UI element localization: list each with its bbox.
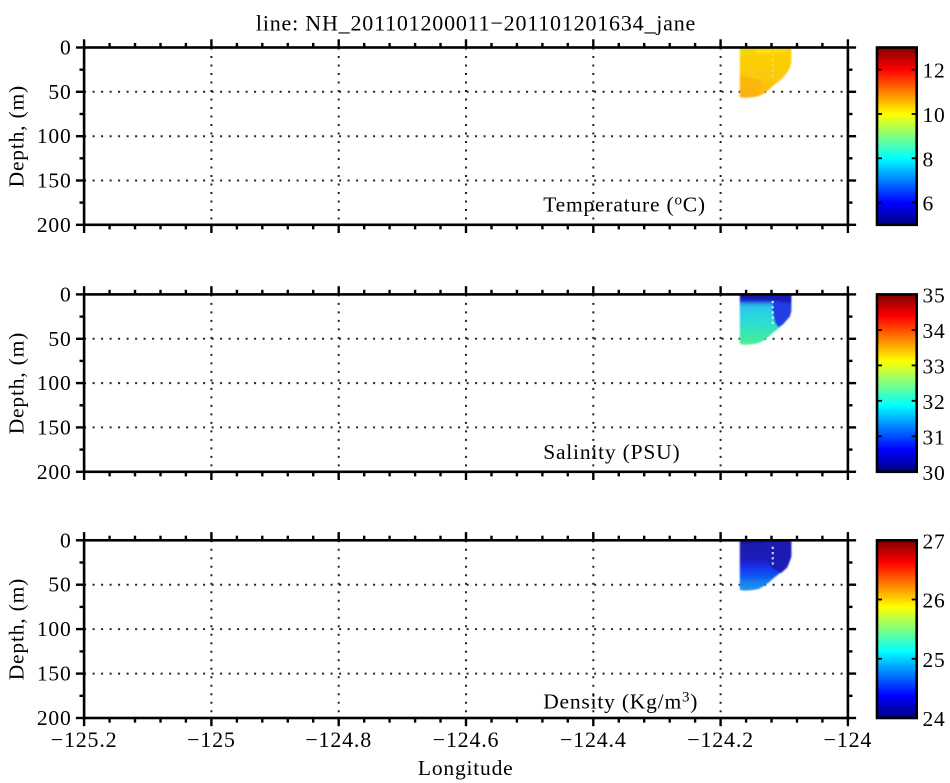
svg-text:150: 150 [37,169,72,193]
svg-text:12: 12 [923,59,946,83]
svg-text:0: 0 [60,528,72,552]
svg-text:0: 0 [60,282,72,306]
svg-text:24: 24 [923,707,946,731]
svg-text:27: 27 [923,529,946,553]
svg-text:−125.2: −125.2 [51,727,118,752]
svg-text:Temperature (oC): Temperature (oC) [543,193,706,217]
svg-text:6: 6 [923,192,935,216]
svg-text:32: 32 [923,390,946,414]
svg-text:200: 200 [37,213,72,237]
svg-text:−125: −125 [187,727,236,752]
svg-text:100: 100 [37,617,72,641]
svg-text:line: NH_201101200011−20110120: line: NH_201101200011−201101201634_jane [256,10,696,35]
svg-text:25: 25 [923,648,946,672]
svg-text:150: 150 [37,662,72,686]
svg-text:10: 10 [923,103,946,127]
svg-text:Salinity (PSU): Salinity (PSU) [543,440,680,464]
svg-text:−124: −124 [824,727,873,752]
svg-text:Longitude: Longitude [418,756,514,780]
svg-text:35: 35 [923,283,946,307]
svg-text:30: 30 [923,461,946,485]
svg-text:50: 50 [48,573,71,597]
svg-text:100: 100 [37,371,72,395]
svg-text:−124.8: −124.8 [305,727,372,752]
svg-text:Depth, (m): Depth, (m) [5,332,29,434]
svg-text:100: 100 [37,124,72,148]
svg-text:200: 200 [37,706,72,730]
svg-text:0: 0 [60,36,72,60]
svg-text:8: 8 [923,147,935,171]
svg-text:34: 34 [923,319,946,343]
svg-text:−124.4: −124.4 [560,727,627,752]
svg-text:−124.2: −124.2 [687,727,754,752]
svg-text:150: 150 [37,415,72,439]
svg-text:Depth, (m): Depth, (m) [5,85,29,187]
svg-text:50: 50 [48,327,71,351]
svg-text:Depth, (m): Depth, (m) [5,578,29,680]
svg-text:31: 31 [923,425,946,449]
svg-text:Density (Kg/m3): Density (Kg/m3) [543,690,698,714]
svg-text:33: 33 [923,354,946,378]
svg-text:200: 200 [37,460,72,484]
svg-text:50: 50 [48,80,71,104]
svg-text:−124.6: −124.6 [433,727,500,752]
svg-text:26: 26 [923,589,946,613]
